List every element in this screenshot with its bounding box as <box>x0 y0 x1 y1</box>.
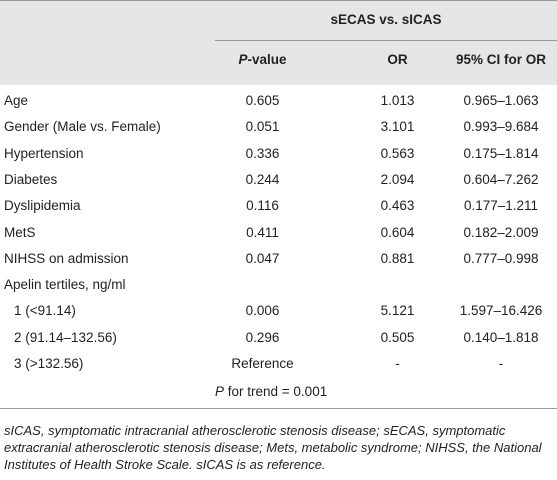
column-header: OR <box>387 52 408 67</box>
cell-value: 0.993–9.684 <box>463 119 539 135</box>
cell-value: 1.597–16.426 <box>459 303 543 319</box>
cell-value: 0.047 <box>245 250 280 266</box>
trend-text: for trend = 0.001 <box>224 384 328 399</box>
cell-value: Reference <box>231 356 294 371</box>
row-label: 2 (91.14–132.56) <box>14 329 117 345</box>
row-label: NIHSS on admission <box>4 250 129 266</box>
cell-value: 0.182–2.009 <box>463 224 539 240</box>
cell-value: 0.051 <box>245 119 280 135</box>
cell-value: 0.244 <box>245 171 280 187</box>
header-text: -value <box>247 52 287 67</box>
cell-value: 0.965–1.063 <box>463 93 539 108</box>
cell-value: 0.006 <box>245 303 280 319</box>
cell-value: 0.411 <box>246 224 279 240</box>
bottom-rule <box>0 408 557 409</box>
cell-value: 0.140–1.818 <box>463 329 539 345</box>
cell-value: 0.881 <box>380 250 415 266</box>
cell-value: 0.463 <box>380 198 415 214</box>
row-label: 3 (>132.56) <box>14 356 84 371</box>
cell-value: 0.505 <box>380 329 415 345</box>
column-header: P-value <box>215 50 310 70</box>
row-label: Age <box>4 93 29 108</box>
group-rule <box>215 40 557 41</box>
row-label: Gender (Male vs. Female) <box>4 119 161 135</box>
row-label: MetS <box>4 224 36 240</box>
italic-p: P <box>215 384 225 399</box>
cell-value: - <box>395 356 400 371</box>
row-label: Diabetes <box>4 171 58 187</box>
cell-value: 0.336 <box>245 145 280 161</box>
trend-note: P for trend = 0.001 <box>215 382 327 402</box>
cell-value: 0.604–7.262 <box>463 171 539 187</box>
cell-value: 0.605 <box>245 93 280 108</box>
cell-value: 0.175–1.814 <box>463 145 539 161</box>
cell-value: - <box>498 356 504 371</box>
group-header: sECAS vs. sICAS <box>330 12 442 27</box>
footnote: sICAS, symptomatic intracranial atherosc… <box>4 423 542 472</box>
cell-value: 0.296 <box>245 329 280 345</box>
header-band <box>0 0 557 85</box>
cell-value: 0.563 <box>380 145 415 161</box>
cell-value: 3.101 <box>380 119 415 135</box>
column-header: 95% CI for OR <box>455 52 547 67</box>
row-label: Hypertension <box>4 145 84 161</box>
cell-value: 1.013 <box>380 93 415 108</box>
cell-value: 0.177–1.211 <box>463 198 539 214</box>
row-label: Apelin tertiles, ng/ml <box>4 277 126 293</box>
cell-value: 0.116 <box>246 198 279 214</box>
cell-value: 0.604 <box>380 224 415 240</box>
cell-value: 2.094 <box>380 171 415 187</box>
italic-p: P <box>238 52 248 67</box>
cell-value: 0.777–0.998 <box>463 250 539 266</box>
cell-value: 5.121 <box>380 303 415 319</box>
row-label: Dyslipidemia <box>4 198 81 214</box>
row-label: 1 (<91.14) <box>14 303 76 319</box>
